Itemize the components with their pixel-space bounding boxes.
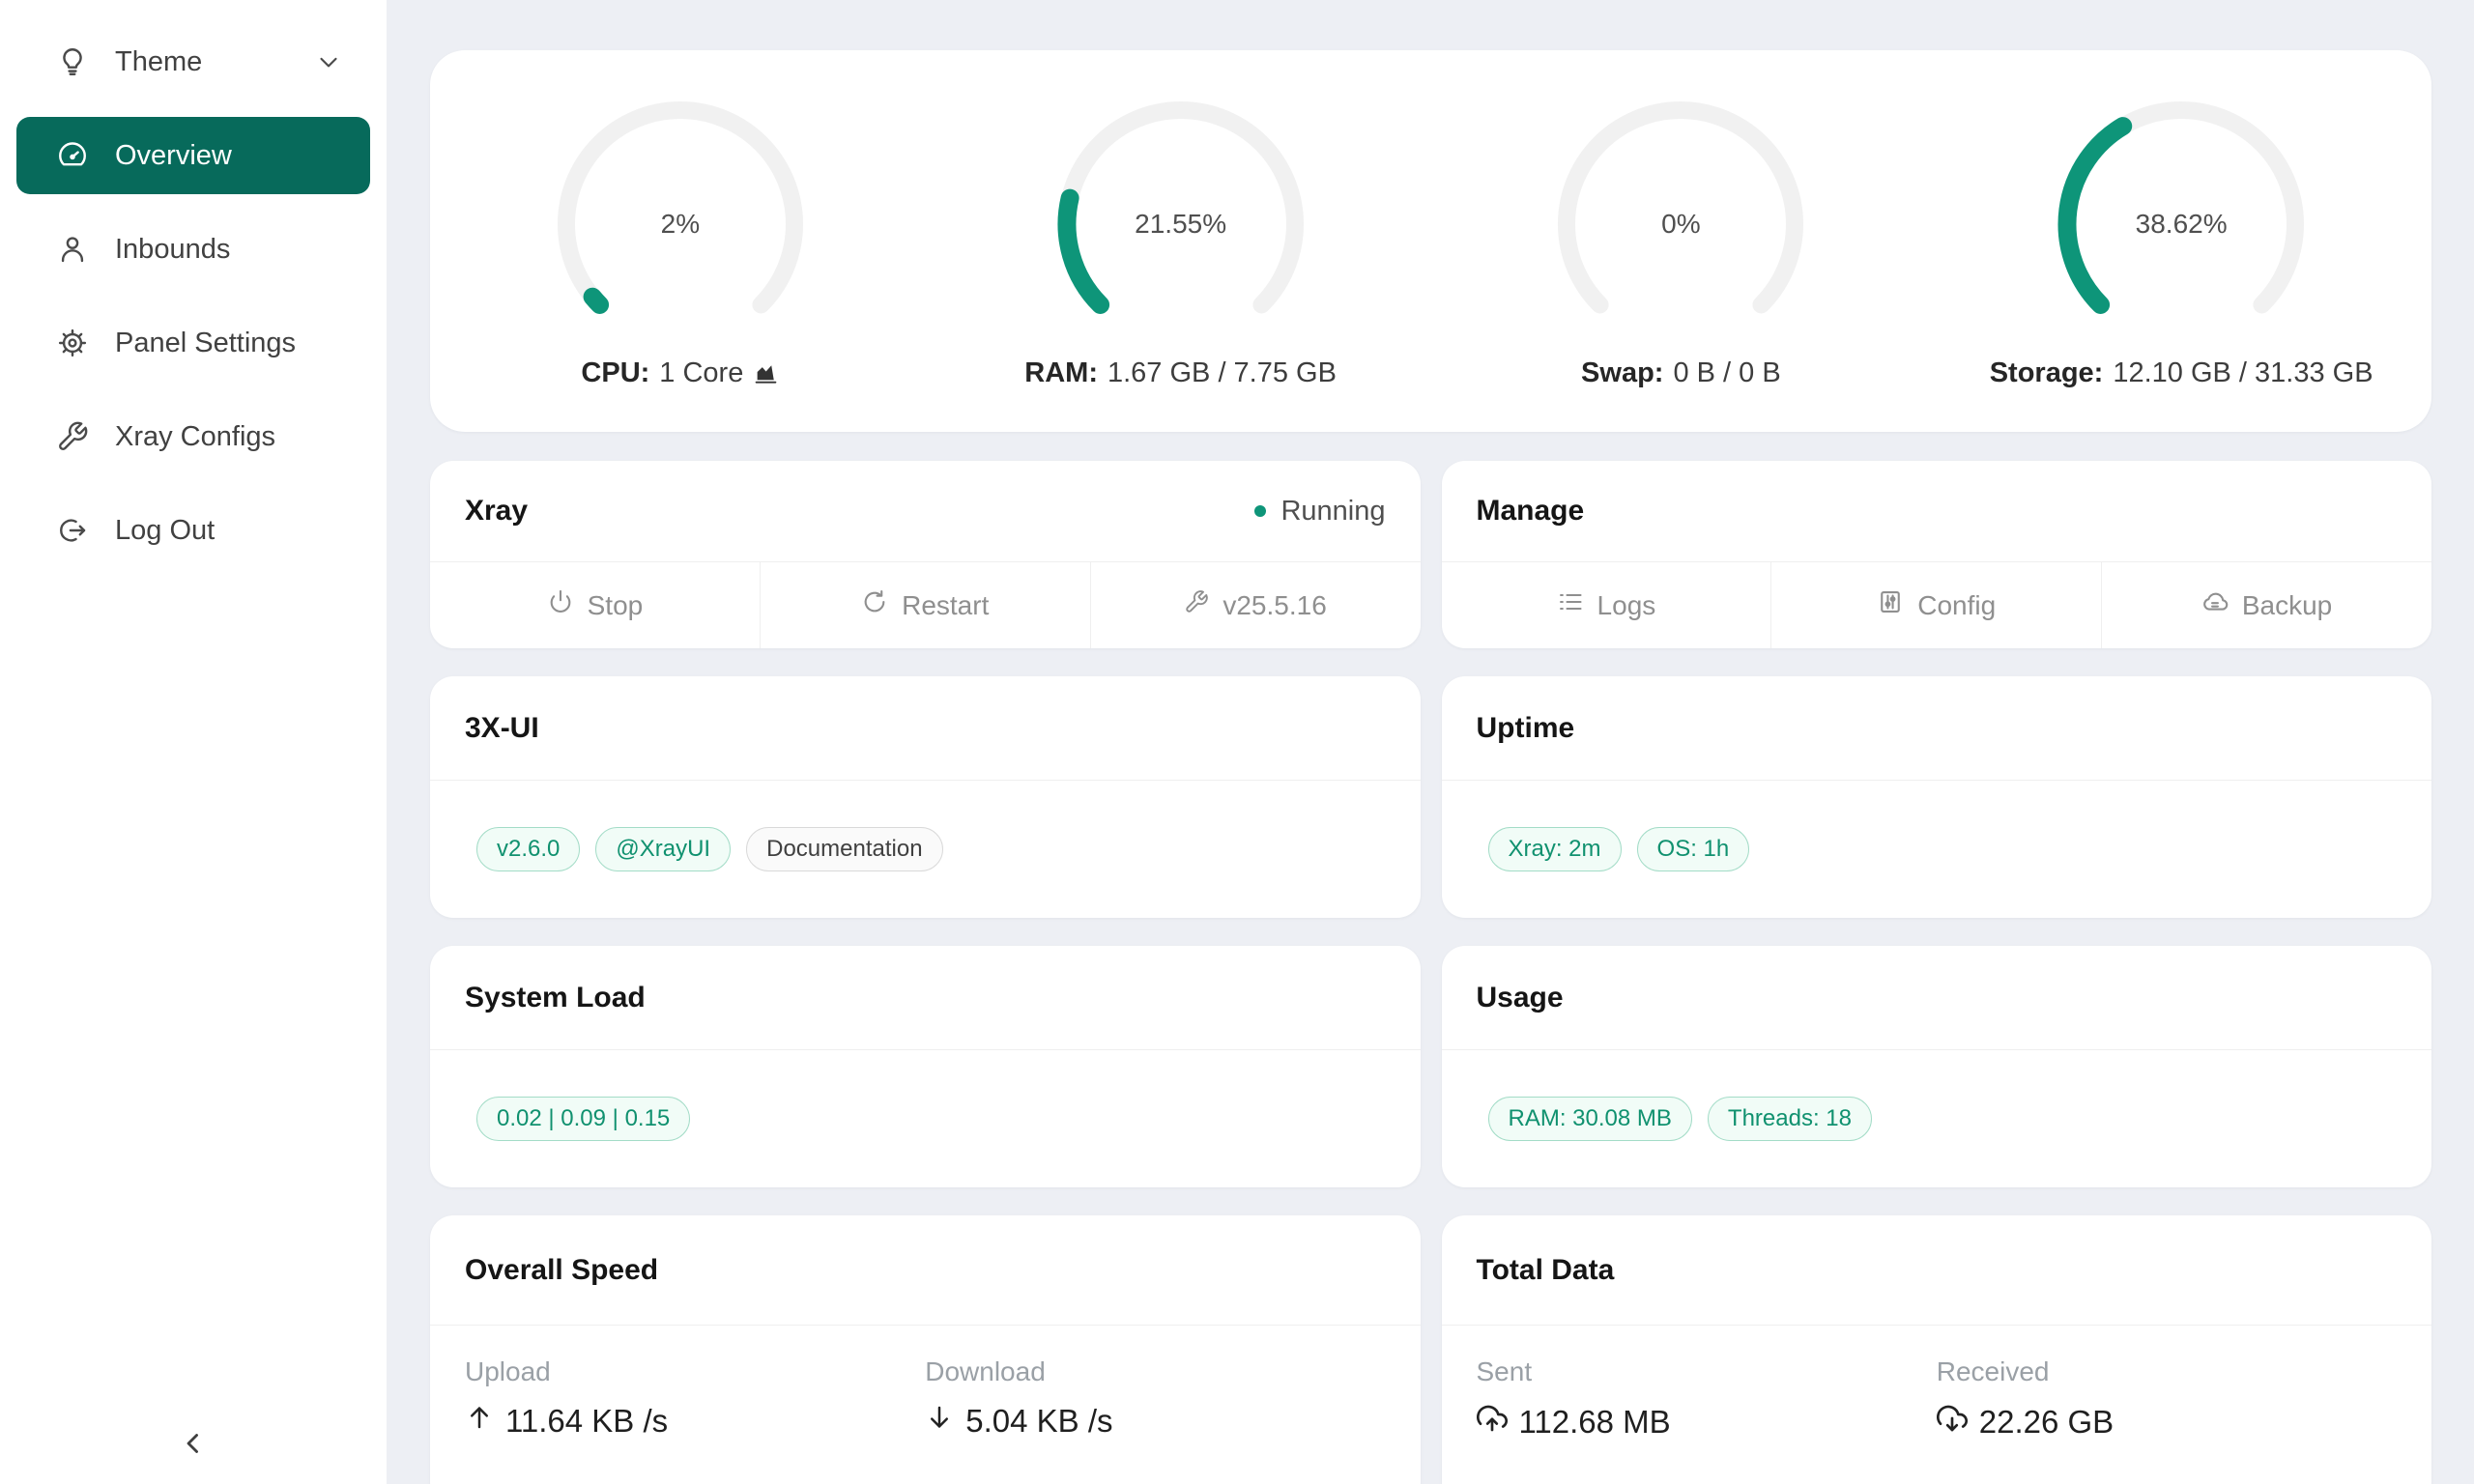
gauge-percent: 21.55% — [1135, 209, 1227, 239]
uptime-card: Uptime Xray: 2m OS: 1h — [1441, 676, 2431, 918]
usage-threads-badge: Threads: 18 — [1707, 1097, 1872, 1141]
gauge-label: Storage: 12.10 GB / 31.33 GB — [1989, 357, 2373, 388]
stat-value: 112.68 MB — [1476, 1403, 1937, 1441]
card-title: Manage — [1476, 495, 1585, 527]
logout-icon — [55, 513, 90, 548]
stat-label: Download — [925, 1356, 1046, 1386]
load-average-badge: 0.02 | 0.09 | 0.15 — [476, 1097, 691, 1141]
chevron-left-icon — [177, 1427, 210, 1465]
sidebar-item-label: Log Out — [115, 514, 216, 546]
lightbulb-icon — [55, 44, 90, 79]
cloud-upload-icon — [1476, 1403, 1508, 1441]
sent-stat: Sent 112.68 MB — [1477, 1356, 1937, 1441]
system-load-card: System Load 0.02 | 0.09 | 0.15 — [430, 946, 1421, 1187]
stat-label: Received — [1936, 1356, 2050, 1386]
chevron-down-icon[interactable] — [314, 47, 343, 76]
sidebar-item-label: Overview — [115, 139, 232, 171]
sidebar-item-theme[interactable]: Theme — [16, 23, 370, 100]
uptime-os-badge: OS: 1h — [1636, 827, 1750, 871]
main-content: 2% CPU: 1 Core 21.55% RAM: 1.67 GB / 7.7… — [387, 0, 2474, 1484]
gauge-percent: 2% — [660, 209, 701, 239]
arrow-up-icon — [465, 1403, 494, 1440]
received-stat: Received 22.26 GB — [1937, 1356, 2397, 1441]
stat-value: 22.26 GB — [1936, 1403, 2397, 1441]
stat-label: Upload — [465, 1356, 551, 1386]
power-icon — [547, 588, 574, 622]
sidebar-item-label: Xray Configs — [115, 420, 276, 452]
gear-icon — [55, 326, 90, 360]
documentation-badge[interactable]: Documentation — [746, 827, 943, 871]
version-button[interactable]: v25.5.16 — [1089, 562, 1421, 648]
stat-value: 11.64 KB /s — [465, 1403, 925, 1440]
sidebar-item-overview[interactable]: Overview — [16, 117, 370, 194]
status-dot — [1254, 505, 1267, 517]
usage-card: Usage RAM: 30.08 MB Threads: 18 — [1441, 946, 2431, 1187]
area-chart-icon[interactable] — [753, 361, 779, 385]
cloud-icon — [2201, 588, 2229, 622]
cloud-download-icon — [1936, 1403, 1968, 1441]
uptime-xray-badge: Xray: 2m — [1487, 827, 1622, 871]
card-title: 3X-UI — [465, 711, 539, 744]
upload-stat: Upload 11.64 KB /s — [465, 1356, 925, 1440]
stat-value: 5.04 KB /s — [925, 1403, 1385, 1440]
gauge-cpu: 2% CPU: 1 Core — [430, 50, 931, 432]
gauge-arc: 21.55% — [1055, 99, 1307, 350]
wrench-icon — [55, 419, 90, 454]
sidebar-item-log-out[interactable]: Log Out — [16, 492, 370, 569]
gauges-card: 2% CPU: 1 Core 21.55% RAM: 1.67 GB / 7.7… — [430, 50, 2431, 432]
gauge-arc: 2% — [555, 99, 806, 350]
overall-speed-card: Overall Speed Upload 11.64 KB /s Downloa… — [430, 1215, 1421, 1484]
sidebar-item-label: Panel Settings — [115, 327, 297, 358]
logs-button[interactable]: Logs — [1442, 562, 1771, 648]
manage-card: Manage Logs Config — [1441, 461, 2431, 648]
card-title: Xray — [465, 495, 529, 527]
xrayui-badge[interactable]: @XrayUI — [595, 827, 732, 871]
sidebar-item-inbounds[interactable]: Inbounds — [16, 211, 370, 288]
gauge-swap: 0% Swap: 0 B / 0 B — [1431, 50, 1932, 432]
sidebar-item-panel-settings[interactable]: Panel Settings — [16, 304, 370, 382]
user-icon — [55, 232, 90, 267]
restart-icon — [861, 588, 888, 622]
status-running: Running — [1254, 496, 1386, 528]
gauge-label: CPU: 1 Core — [581, 357, 779, 389]
dashboard-icon — [55, 138, 90, 173]
wrench-icon — [1184, 589, 1209, 621]
restart-button[interactable]: Restart — [759, 562, 1090, 648]
gauge-label: RAM: 1.67 GB / 7.75 GB — [1024, 357, 1337, 388]
xray-card: Xray Running Stop Restart — [430, 461, 1421, 648]
backup-button[interactable]: Backup — [2101, 562, 2431, 648]
gauge-arc: 0% — [1555, 99, 1806, 350]
version-badge[interactable]: v2.6.0 — [476, 827, 581, 871]
config-button[interactable]: Config — [1770, 562, 2101, 648]
gauge-arc: 38.62% — [2056, 99, 2307, 350]
sliders-icon — [1877, 588, 1904, 622]
stop-button[interactable]: Stop — [430, 562, 760, 648]
card-title: Overall Speed — [465, 1253, 659, 1286]
list-icon — [1557, 588, 1584, 622]
download-stat: Download 5.04 KB /s — [925, 1356, 1385, 1440]
card-title: System Load — [465, 981, 646, 1013]
sidebar: Theme Overview Inbounds Panel Settings — [0, 0, 387, 1484]
card-title: Usage — [1476, 981, 1564, 1013]
gauge-label: Swap: 0 B / 0 B — [1581, 357, 1781, 388]
gauge-storage: 38.62% Storage: 12.10 GB / 31.33 GB — [1931, 50, 2431, 432]
sidebar-collapse-button[interactable] — [0, 1427, 387, 1465]
sidebar-item-label: Inbounds — [115, 233, 231, 265]
gauge-percent: 38.62% — [2135, 209, 2228, 239]
card-title: Uptime — [1476, 711, 1575, 744]
usage-ram-badge: RAM: 30.08 MB — [1487, 1097, 1692, 1141]
stat-label: Sent — [1476, 1356, 1533, 1386]
gauge-percent: 0% — [1661, 209, 1701, 239]
gauge-ram: 21.55% RAM: 1.67 GB / 7.75 GB — [931, 50, 1431, 432]
xui-card: 3X-UI v2.6.0 @XrayUI Documentation — [430, 676, 1421, 918]
card-title: Total Data — [1476, 1253, 1615, 1286]
arrow-down-icon — [925, 1403, 954, 1440]
total-data-card: Total Data Sent 112.68 MB Received — [1441, 1215, 2431, 1484]
sidebar-item-xray-configs[interactable]: Xray Configs — [16, 398, 370, 475]
sidebar-item-label: Theme — [115, 45, 203, 77]
